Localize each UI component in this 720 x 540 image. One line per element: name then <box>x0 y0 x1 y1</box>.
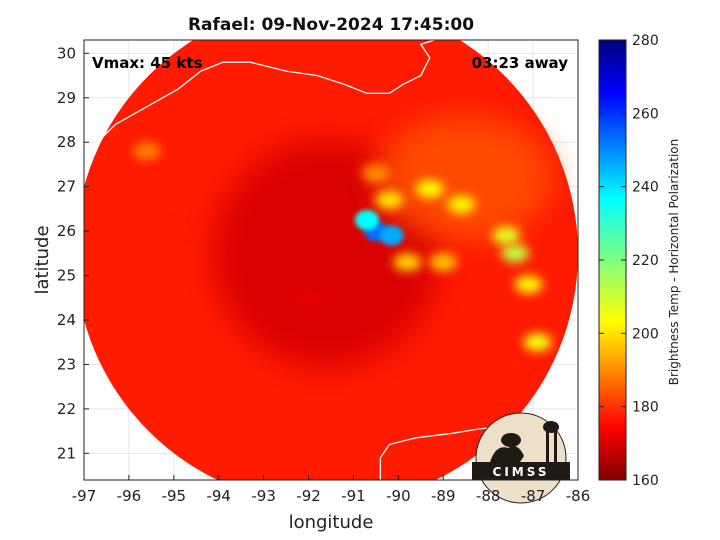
colorbar-ticks: 160 180 200 220 240 260 280 <box>599 33 659 489</box>
y-tick-label: 26 <box>57 222 76 240</box>
bt-feature <box>354 210 379 230</box>
x-tick-label: -94 <box>206 487 231 505</box>
y-tick-label: 28 <box>57 133 76 151</box>
y-tick-label: 25 <box>57 267 76 285</box>
bt-feature <box>514 275 543 294</box>
coastline-segment <box>84 40 435 157</box>
y-tick-label: 21 <box>57 444 76 462</box>
y-tick-label: 24 <box>57 311 76 329</box>
bt-feature <box>501 244 530 263</box>
y-tick-label: 27 <box>57 178 76 196</box>
x-axis-label: longitude <box>289 512 374 533</box>
bt-feature <box>393 253 422 272</box>
bt-feature <box>429 253 458 272</box>
bt-feature <box>379 225 404 246</box>
colorbar-label: Brightness Temp - Horizontal Polarizatio… <box>667 139 681 386</box>
bt-feature <box>447 195 476 214</box>
chart-title: Rafael: 09-Nov-2024 17:45:00 <box>188 15 474 35</box>
colorbar-tick-label: 280 <box>632 33 659 49</box>
x-tick-label: -93 <box>251 487 276 505</box>
x-tick-label: -86 <box>566 487 591 505</box>
y-axis-label: latitude <box>32 225 53 294</box>
colorbar-tick-label: 260 <box>632 106 659 122</box>
bt-feature <box>415 179 444 198</box>
bt-feature <box>294 288 323 307</box>
logo-text: CIMSS <box>493 465 550 479</box>
colorbar-tick-label: 180 <box>632 400 659 416</box>
vmax-annotation: Vmax: 45 kts <box>92 54 202 72</box>
bt-feature <box>492 226 521 245</box>
bt-feature <box>159 222 188 241</box>
colorbar-tick-label: 160 <box>632 473 659 489</box>
bt-feature <box>523 333 552 352</box>
colorbar-tick-label: 200 <box>632 326 659 342</box>
time-away-annotation: 03:23 away <box>472 54 569 72</box>
plot-frame <box>83 39 579 481</box>
swath-band <box>376 115 553 241</box>
colorbar-tick-label: 220 <box>632 253 659 269</box>
x-tick-label: -90 <box>386 487 411 505</box>
x-tick-label: -87 <box>521 487 546 505</box>
y-tick-label: 30 <box>57 44 76 62</box>
x-tick-label: -92 <box>296 487 321 505</box>
x-axis: -97 -96 -95 -94 -93 -92 -91 -90 -89 -88 -87 -86 <box>72 475 591 505</box>
satellite-swath <box>84 40 578 480</box>
y-tick-label: 22 <box>57 400 76 418</box>
convective-features <box>132 142 552 352</box>
x-tick-label: -95 <box>162 487 187 505</box>
bt-feature <box>375 191 404 209</box>
x-tick-label: -91 <box>341 487 366 505</box>
x-tick-label: -88 <box>476 487 501 505</box>
y-axis: 21 22 23 24 25 26 27 28 29 30 <box>57 44 89 462</box>
x-tick-label: -89 <box>431 487 456 505</box>
x-tick-label: -96 <box>117 487 142 505</box>
colorbar-tick-label: 240 <box>632 180 659 196</box>
y-tick-label: 23 <box>57 355 76 373</box>
bt-feature <box>361 164 390 183</box>
bt-feature <box>132 142 161 161</box>
x-tick-label: -97 <box>72 487 97 505</box>
y-tick-label: 29 <box>57 89 76 107</box>
coastline-segment <box>434 40 578 41</box>
